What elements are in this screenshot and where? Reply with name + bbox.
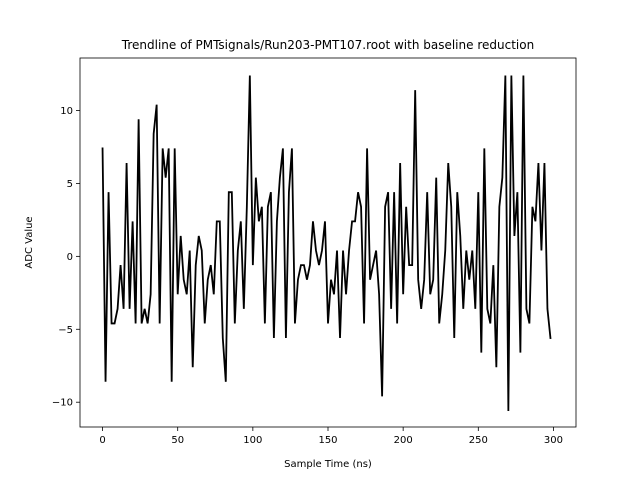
y-axis-label: ADC Value [24, 216, 35, 268]
x-tick-label: 200 [394, 435, 413, 446]
x-tick-label: 100 [243, 435, 262, 446]
plot-frame [79, 57, 577, 428]
plot-area [80, 58, 576, 427]
chart-title: Trendline of PMTsignals/Run203-PMT107.ro… [121, 38, 534, 52]
y-tick-label: 10 [60, 106, 73, 117]
series-line [101, 75, 552, 411]
x-tick-label: 150 [318, 435, 337, 446]
y-tick-label: −5 [58, 325, 73, 336]
x-axis-label: Sample Time (ns) [284, 459, 372, 470]
x-tick-label: 0 [99, 435, 105, 446]
y-tick-label: −10 [52, 398, 73, 409]
y-tick-label: 5 [67, 179, 73, 190]
x-tick-label: 250 [469, 435, 488, 446]
x-tick-label: 300 [544, 435, 563, 446]
x-tick-label: 50 [171, 435, 184, 446]
axis-ticks: 0 50 100 150 200 250 300 −10 −5 0 5 10 [52, 106, 563, 446]
y-tick-label: 0 [67, 252, 73, 263]
